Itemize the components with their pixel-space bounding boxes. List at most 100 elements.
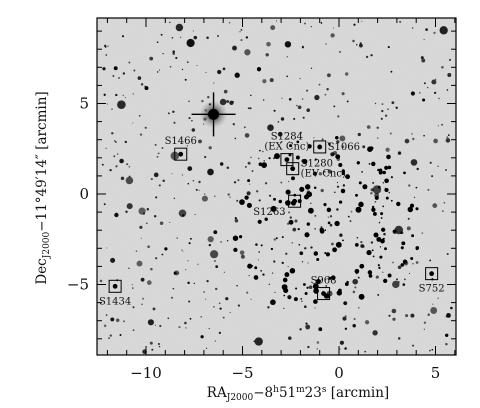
field-star	[247, 107, 250, 110]
field-star	[269, 194, 272, 197]
field-star	[362, 245, 365, 248]
y-axis-label: DecJ2000−11°49′14″ [arcmin]	[34, 91, 52, 284]
field-star	[216, 34, 220, 38]
field-star	[147, 245, 150, 249]
cluster-star	[304, 292, 308, 295]
field-star	[103, 93, 106, 96]
field-star	[229, 311, 231, 314]
field-star	[106, 103, 108, 105]
field-star	[248, 275, 250, 277]
field-star	[342, 184, 346, 187]
field-star	[233, 247, 238, 253]
field-star	[155, 196, 158, 199]
field-star	[268, 283, 270, 285]
cluster-star	[283, 287, 289, 294]
cluster-star	[306, 222, 310, 226]
field-star	[423, 321, 427, 324]
field-star	[150, 267, 153, 271]
field-star	[282, 213, 284, 215]
field-star	[281, 261, 284, 265]
field-star	[274, 291, 276, 293]
field-star	[366, 125, 371, 129]
field-star	[198, 189, 200, 191]
field-star	[310, 67, 313, 69]
marked-star	[290, 166, 296, 172]
field-star	[286, 222, 290, 226]
field-star	[339, 340, 344, 345]
field-star	[170, 296, 174, 299]
cluster-star	[327, 221, 331, 225]
field-star	[377, 293, 380, 296]
field-star	[124, 97, 126, 99]
field-star	[360, 241, 363, 244]
field-star	[376, 126, 379, 129]
field-star	[432, 303, 434, 305]
field-star	[175, 56, 178, 60]
field-star	[306, 108, 310, 112]
x-tick-label: 0	[334, 364, 344, 382]
cluster-star	[338, 162, 343, 168]
field-star	[284, 41, 292, 48]
field-star	[333, 191, 336, 194]
field-star	[122, 94, 125, 97]
cluster-star	[335, 241, 342, 248]
field-star	[446, 89, 449, 91]
field-star	[318, 327, 323, 332]
cluster-star	[415, 247, 419, 251]
cluster-star	[260, 244, 263, 247]
field-star	[304, 305, 307, 308]
field-star	[389, 132, 392, 135]
cluster-star	[247, 179, 251, 183]
field-star	[114, 141, 117, 143]
field-star	[403, 283, 405, 285]
cluster-star	[299, 186, 305, 192]
field-star	[106, 247, 108, 249]
field-star	[392, 317, 396, 321]
field-star	[132, 287, 134, 289]
star-marker-box	[174, 147, 188, 161]
field-star	[172, 110, 175, 114]
field-star	[133, 69, 136, 72]
field-star	[265, 53, 269, 57]
field-star	[154, 143, 157, 146]
field-star	[354, 286, 357, 289]
field-star	[250, 298, 252, 300]
field-star	[336, 185, 340, 188]
field-star	[164, 247, 168, 251]
field-star	[306, 286, 309, 289]
field-star	[349, 220, 352, 223]
cluster-star	[313, 186, 317, 189]
field-star	[264, 182, 268, 185]
field-star	[158, 345, 161, 348]
field-star	[268, 157, 271, 160]
field-star	[273, 238, 276, 241]
cluster-star	[282, 277, 288, 283]
field-star	[115, 93, 118, 97]
cluster-star	[283, 294, 286, 297]
field-star	[280, 141, 283, 143]
field-star	[119, 333, 122, 337]
field-star	[314, 94, 320, 101]
plot-frame	[96, 17, 457, 356]
cluster-star	[410, 257, 414, 260]
field-star	[384, 114, 388, 117]
star-label-s1466: S1466	[165, 136, 197, 147]
field-star	[254, 337, 263, 346]
field-star	[158, 184, 161, 187]
field-star	[103, 203, 106, 206]
field-star	[239, 250, 245, 255]
field-star	[107, 45, 109, 47]
cluster-star	[336, 290, 342, 296]
cluster-star	[319, 228, 325, 234]
field-star	[357, 276, 360, 279]
field-star	[99, 279, 103, 283]
cluster-star	[285, 200, 291, 206]
field-star	[413, 196, 416, 198]
field-star	[207, 95, 210, 99]
field-star	[356, 237, 359, 239]
field-star	[353, 23, 356, 26]
cluster-star	[411, 234, 415, 238]
cluster-star	[273, 197, 276, 201]
field-star	[153, 172, 159, 178]
